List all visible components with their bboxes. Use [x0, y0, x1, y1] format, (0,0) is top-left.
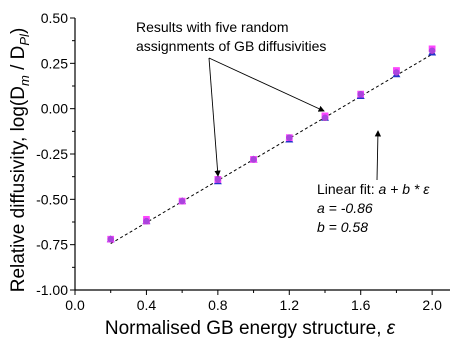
y-tick-label: 0.00: [41, 101, 68, 117]
x-tick-label: 1.6: [351, 297, 371, 313]
x-axis-label-symbol: ε: [387, 318, 396, 339]
fit-label-text: Linear fit:: [317, 181, 378, 197]
fit-formula-text: a + b * ε: [378, 181, 430, 197]
x-tick-label: 2.0: [422, 297, 442, 313]
data-point: [178, 197, 186, 205]
x-tick-label: 1.2: [280, 297, 300, 313]
arrow-to-fit-line: [374, 130, 382, 181]
x-axis-label-text: Normalised GB energy structure,: [105, 318, 387, 339]
y-tick-label: -1.00: [36, 282, 68, 298]
y-tick-label: 0.25: [41, 55, 68, 71]
y-ticks: -1.00 -0.75 -0.50 -0.25 0.00 0.25 0.50: [36, 10, 75, 298]
results-annotation-line2: assignments of GB diffusivities: [136, 38, 326, 54]
data-points: [106, 45, 437, 243]
data-point: [107, 236, 114, 243]
x-tick-label: 0.8: [208, 297, 228, 313]
x-ticks: 0.0 0.4 0.8 1.2 1.6 2.0: [65, 290, 442, 313]
x-tick-label: 0.0: [65, 297, 85, 313]
y-tick-label: -0.50: [36, 191, 68, 207]
y-axis-label: Relative diffusivity, log(Dm / DPl): [8, 28, 32, 293]
data-point: [143, 217, 150, 225]
fit-annotation-a: a = -0.86: [317, 200, 373, 216]
data-point: [428, 47, 436, 54]
x-axis-label: Normalised GB energy structure, ε: [105, 318, 396, 339]
fit-annotation-label: Linear fit: a + b * ε: [317, 181, 430, 197]
arrow-to-point-14: [208, 57, 325, 112]
y-label-suffix: ): [8, 28, 29, 34]
x-tick-label: 0.4: [137, 297, 157, 313]
data-point: [214, 176, 222, 183]
y-label-sub2: Pl: [17, 33, 32, 46]
y-tick-label: 0.50: [41, 10, 68, 26]
data-point: [321, 114, 329, 121]
data-point: [393, 69, 400, 76]
data-point: [357, 90, 364, 98]
y-label-mid: / D: [8, 46, 29, 76]
y-label-sub1: m: [17, 75, 32, 86]
y-tick-label: -0.75: [36, 237, 68, 253]
data-point: [250, 156, 257, 163]
results-annotation-line1: Results with five random: [136, 19, 289, 35]
linear-fit-line: [110, 53, 433, 245]
fit-annotation-b: b = 0.58: [317, 219, 368, 235]
annotation-arrows: [208, 57, 382, 181]
arrow-to-point-08: [208, 57, 221, 177]
y-tick-label: -0.25: [36, 146, 68, 162]
data-point: [286, 134, 293, 141]
y-label-prefix: Relative diffusivity, log(D: [8, 86, 29, 292]
